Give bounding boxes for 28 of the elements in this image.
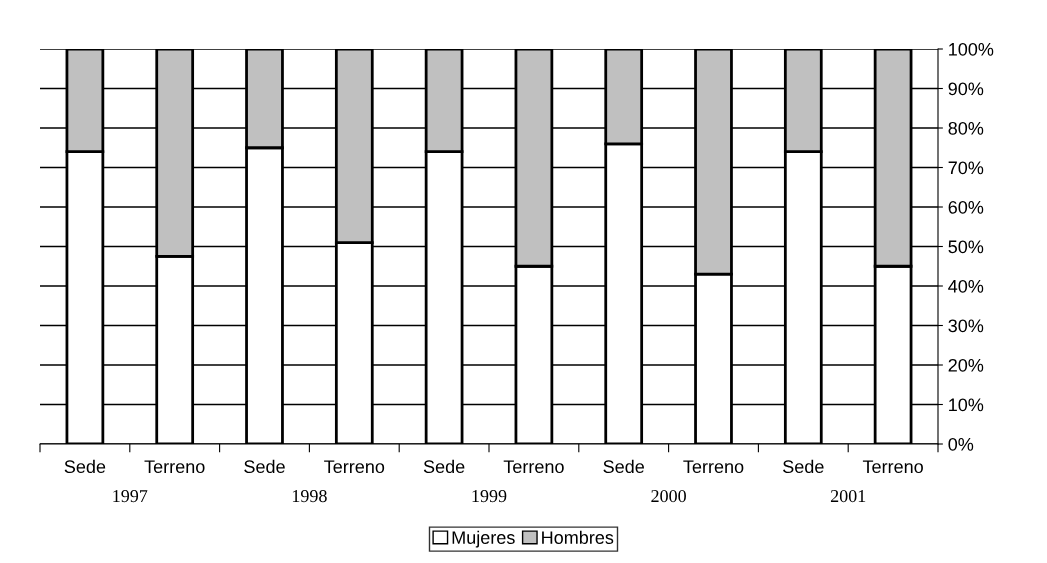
y-tick-label: 60% [948, 200, 984, 214]
x-tick-label: Terreno [683, 460, 744, 474]
text: 2001 [830, 489, 866, 503]
x-tick-label: Sede [244, 459, 285, 474]
y-tick-label: 100% [949, 42, 994, 56]
x-tick-label: Terreno [503, 460, 564, 474]
legend-label: Hombres [542, 530, 614, 544]
y-tick-label: 20% [948, 358, 984, 372]
y-tick-label: 10% [949, 398, 984, 412]
y-tick-label: 80% [948, 121, 984, 135]
y-tick-label: 40% [948, 279, 984, 293]
y-tick-label: 0% [948, 437, 974, 451]
legend-label: Mujeres [452, 530, 515, 548]
text: 2000 [651, 489, 686, 503]
y-tick-label: 30% [948, 319, 984, 333]
text: 1999 [472, 490, 507, 503]
x-tick-label: Terreno [862, 460, 923, 474]
x-tick-label: Sede [423, 459, 465, 474]
x-tick-label: Sede [64, 459, 106, 474]
x-tick-label: Sede [603, 459, 644, 474]
y-tick-label: 90% [948, 82, 984, 96]
y-tick-label: 70% [948, 161, 984, 175]
text: 1997 [113, 490, 148, 503]
x-tick-label: Terreno [144, 460, 205, 474]
x-tick-label: Sede [783, 459, 824, 474]
text: 1998 [292, 489, 327, 503]
y-tick-label: 50% [948, 240, 984, 254]
x-tick-label: Terreno [324, 460, 385, 474]
